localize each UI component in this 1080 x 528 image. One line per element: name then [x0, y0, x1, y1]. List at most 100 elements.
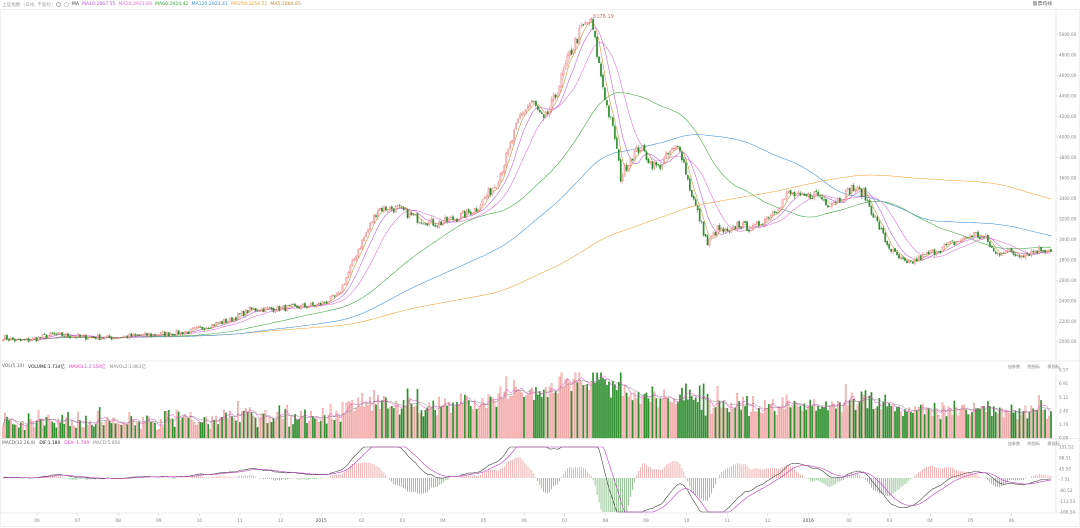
price-tick-label: 5000.00 — [1059, 32, 1077, 37]
candle — [732, 225, 735, 230]
volume-bar — [213, 419, 216, 439]
candle — [787, 190, 790, 195]
candle — [160, 331, 162, 337]
volume-bar — [73, 426, 75, 439]
candle — [983, 235, 985, 240]
volume-bar — [931, 415, 934, 439]
candle — [126, 335, 129, 339]
candle — [777, 208, 780, 215]
time-tick-label: 12 — [765, 518, 771, 524]
candle — [57, 331, 60, 336]
candle — [426, 222, 429, 227]
time-tick-label: 06 — [1009, 518, 1015, 524]
volume-bar — [29, 419, 32, 439]
macd-hide-indicator-button[interactable]: 隐指标 — [1027, 441, 1041, 446]
volume-bar — [511, 396, 514, 439]
volume-bar — [994, 411, 997, 439]
volume-bar — [858, 401, 861, 439]
vol-hide-indicator-button[interactable]: 隐指标 — [1027, 364, 1041, 369]
settings-icon[interactable] — [63, 2, 69, 7]
candle — [154, 333, 156, 336]
macd-tick-label: -166.54 — [1059, 510, 1075, 515]
macd-tick-label: 45.50 — [1059, 466, 1071, 471]
volume-tick-label: 8.57 — [1059, 368, 1069, 373]
volume-bar — [189, 412, 192, 439]
period-button[interactable]: 股票均线 — [1032, 2, 1052, 7]
candle — [152, 334, 154, 337]
candle — [728, 229, 731, 234]
candle — [584, 20, 587, 26]
volume-bar — [959, 409, 962, 439]
candle — [81, 335, 83, 338]
candle — [323, 301, 326, 304]
time-tick-label: 07 — [562, 518, 568, 524]
info-icon[interactable] — [55, 2, 61, 7]
volume-bar — [1010, 404, 1013, 439]
volume-bar — [104, 421, 107, 439]
volume-bar — [696, 402, 699, 439]
macd-add-param-button[interactable]: 加参数 — [1007, 441, 1021, 446]
candle — [85, 333, 87, 342]
volume-bar — [819, 408, 821, 439]
volume-bar — [106, 416, 109, 439]
candle — [681, 151, 683, 163]
volume-bar — [700, 409, 703, 439]
volume-bar — [604, 379, 606, 439]
candle — [763, 217, 766, 228]
volume-bar — [487, 394, 490, 439]
candle — [803, 193, 806, 197]
volume-bar — [88, 420, 91, 439]
candle — [75, 336, 77, 340]
volume-bar — [821, 406, 823, 439]
candle — [985, 233, 987, 238]
candle — [420, 220, 423, 225]
candle — [817, 189, 819, 199]
volume-bar — [592, 372, 594, 439]
candle — [586, 21, 589, 25]
candle — [548, 105, 551, 118]
candle — [1008, 248, 1011, 252]
volume-bar — [390, 405, 393, 439]
volume-bar — [838, 402, 841, 439]
candle — [874, 214, 877, 218]
volume-bar — [803, 403, 806, 439]
candle — [79, 333, 81, 338]
vol-add-param-button[interactable]: 加参数 — [1007, 364, 1021, 369]
volume-bar — [795, 402, 798, 439]
candle — [363, 235, 366, 242]
volume-bar — [195, 425, 198, 439]
candle — [513, 127, 516, 145]
candle — [679, 145, 681, 153]
price-tick-label: 4800.00 — [1059, 53, 1077, 58]
candle — [118, 337, 121, 339]
volume-bar — [884, 394, 887, 439]
candle — [329, 295, 332, 302]
volume-bar — [765, 408, 768, 439]
candle — [406, 208, 409, 220]
candle — [233, 318, 235, 324]
volume-bar — [728, 412, 731, 439]
volume-bar — [742, 396, 744, 439]
volume-bar — [444, 398, 446, 439]
candle — [898, 253, 900, 260]
volume-bar — [440, 406, 442, 439]
candle — [469, 209, 472, 216]
volume-bar — [844, 384, 847, 439]
volume-bar — [31, 421, 34, 439]
macd-switch-indicator-button[interactable]: 换指标 — [1047, 441, 1060, 446]
volume-bar — [179, 419, 182, 439]
candle — [422, 223, 425, 225]
candle — [315, 303, 318, 309]
volume-bar — [10, 419, 12, 439]
volume-bar — [114, 423, 117, 439]
volume-bar — [917, 407, 920, 439]
candle — [507, 148, 510, 157]
vol-switch-indicator-button[interactable]: 换指标 — [1047, 364, 1060, 369]
volume-bar — [878, 398, 881, 439]
volume-bar — [568, 382, 571, 439]
volume-bar — [53, 422, 56, 439]
volume-bar — [661, 398, 664, 439]
candle — [132, 332, 135, 338]
candle — [215, 321, 218, 327]
volume-bar — [258, 419, 261, 439]
